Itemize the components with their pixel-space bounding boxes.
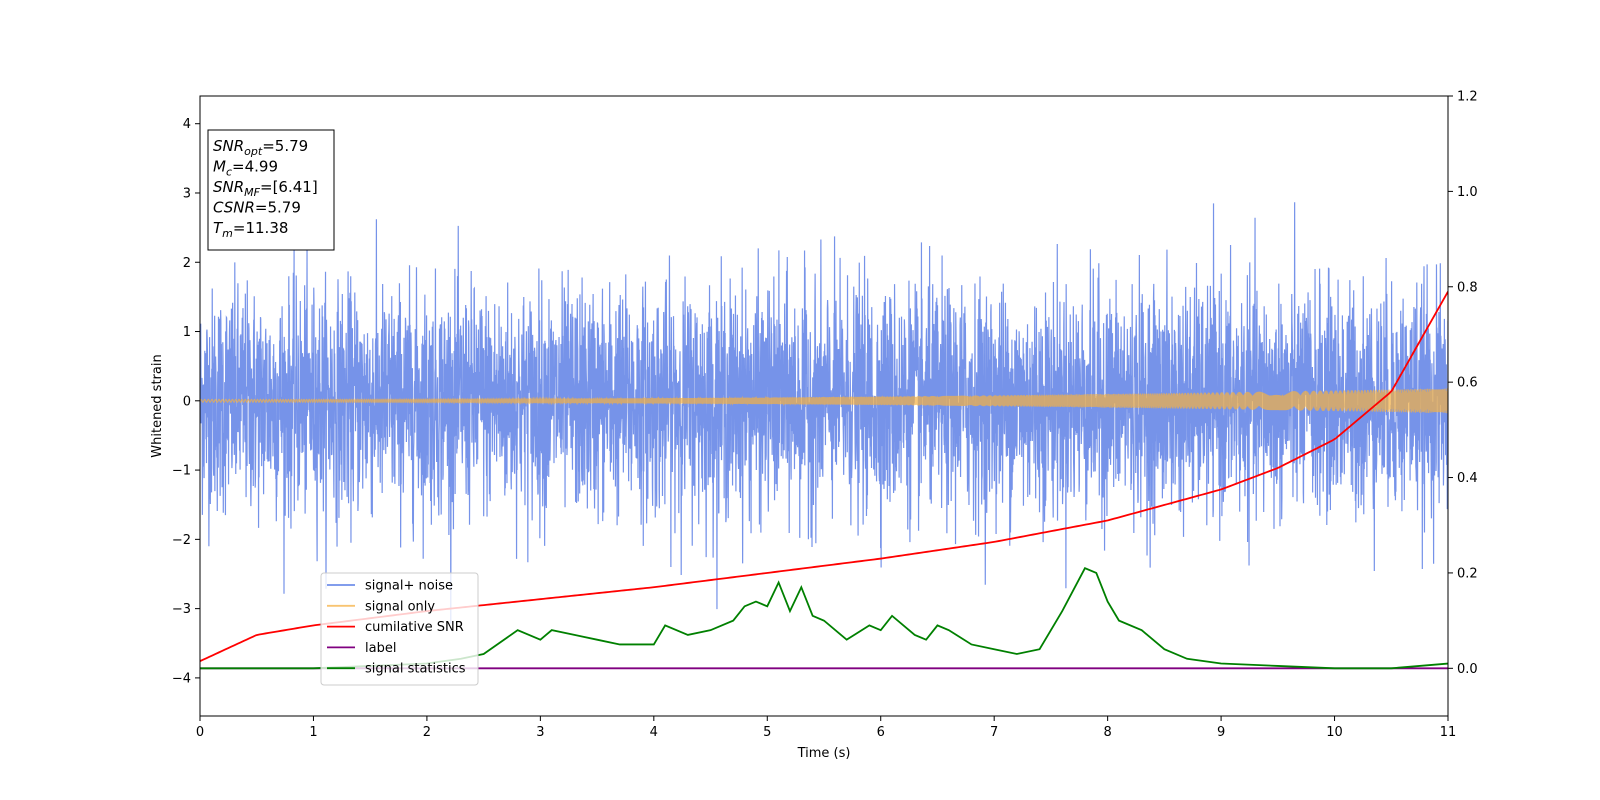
- legend: signal+ noise signal only cumilative SNR la…: [320, 572, 479, 686]
- y-left-tick-label: 4: [183, 117, 191, 132]
- x-tick-label: 10: [1326, 725, 1343, 740]
- y-axis-label: Whitened strain: [150, 354, 165, 457]
- x-tick-label: 4: [650, 725, 658, 740]
- y-right-tick-label: 0.2: [1457, 566, 1478, 581]
- x-tick-label: 1: [309, 725, 317, 740]
- info-line: Tm=11.38: [213, 219, 288, 240]
- info-line: Mc=4.99: [213, 158, 278, 179]
- x-tick-label: 5: [763, 725, 771, 740]
- legend-label: signal only: [365, 599, 435, 614]
- y-left-tick-label: −3: [172, 602, 191, 617]
- y-right-tick-label: 0.8: [1457, 280, 1478, 295]
- x-tick-label: 8: [1103, 725, 1111, 740]
- y-right-tick-label: 0.6: [1457, 376, 1478, 391]
- y-right-tick-label: 0.0: [1457, 662, 1478, 677]
- legend-label: label: [365, 641, 396, 656]
- y-left-tick-label: 3: [183, 186, 191, 201]
- y-left-tick-label: −2: [172, 533, 191, 548]
- x-tick-label: 11: [1440, 725, 1457, 740]
- y-left-tick-label: 0: [183, 394, 191, 409]
- plot-frame: [199, 95, 1449, 717]
- series-signal-noise: [200, 202, 1448, 624]
- legend-label: cumilative SNR: [365, 620, 464, 635]
- x-tick-label: 3: [536, 725, 544, 740]
- y-right-tick-label: 1.2: [1457, 90, 1478, 105]
- y-left-tick-label: 1: [183, 325, 191, 340]
- y-left-tick-label: 2: [183, 256, 191, 271]
- x-tick-label: 6: [877, 725, 885, 740]
- legend-frame: [320, 572, 479, 686]
- legend-label: signal statistics: [365, 662, 466, 677]
- info-line: SNRMF=[6.41]: [213, 178, 318, 199]
- y-axis-left: −4 −3 −2 −1 0 1 2 3 4: [172, 117, 200, 686]
- legend-label: signal+ noise: [365, 579, 453, 594]
- x-axis: 0 1 2 3 4 5 6 7 8 9 10 11: [196, 716, 1456, 740]
- y-right-tick-label: 0.4: [1457, 471, 1478, 486]
- series-signal-statistics: [200, 567, 1448, 670]
- x-axis-label: Time (s): [797, 746, 851, 761]
- info-line: CSNR=5.79: [213, 199, 301, 217]
- x-tick-label: 9: [1217, 725, 1225, 740]
- y-right-tick-label: 1.0: [1457, 185, 1478, 200]
- x-tick-label: 7: [990, 725, 998, 740]
- y-left-tick-label: −4: [172, 671, 191, 686]
- x-tick-label: 2: [423, 725, 431, 740]
- info-line: SNRopt=5.79: [213, 137, 308, 158]
- y-left-tick-label: −1: [172, 464, 191, 479]
- y-axis-right: 0.0 0.2 0.4 0.6 0.8 1.0 1.2: [1448, 90, 1478, 677]
- series-signal-only: [200, 388, 1448, 414]
- info-box-frame: [207, 129, 335, 251]
- x-tick-label: 0: [196, 725, 204, 740]
